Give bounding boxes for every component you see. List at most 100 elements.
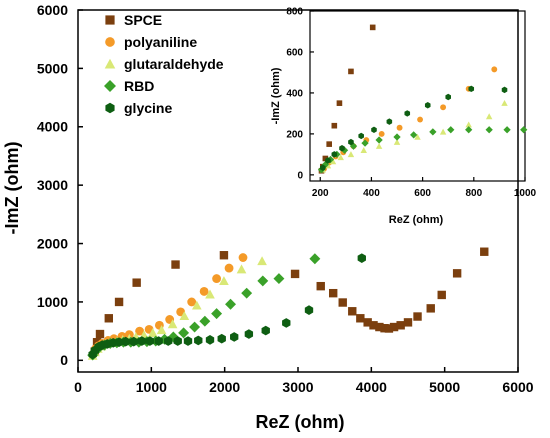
- main-point-spce: [413, 312, 422, 321]
- main-point-rbd: [167, 331, 179, 343]
- inset-point-glycine: [371, 126, 377, 134]
- inset-series-glycine: [320, 85, 508, 171]
- inset-point-polyaniline: [396, 124, 403, 131]
- main-x-tick-label: 0: [74, 379, 82, 395]
- main-point-glycine: [194, 335, 203, 346]
- inset-x-tick-label: 1000: [514, 188, 537, 199]
- main-point-rbd: [257, 275, 269, 287]
- main-point-spce: [329, 288, 338, 298]
- legend-item-spce: SPCE: [105, 12, 162, 28]
- main-point-spce: [403, 318, 413, 327]
- main-point-glycine: [183, 336, 193, 346]
- main-point-spce: [369, 321, 378, 330]
- inset-point-glycine: [320, 164, 326, 171]
- inset-point-polyaniline: [440, 104, 447, 111]
- inset-x-tick-label: 200: [312, 188, 329, 199]
- main-point-glutaraldehyde: [257, 256, 267, 266]
- inset-y-tick-label: 0: [297, 170, 303, 181]
- main-point-spce: [363, 318, 372, 327]
- main-point-spce: [437, 290, 446, 300]
- main-point-spce: [384, 324, 394, 333]
- main-point-rbd: [309, 253, 321, 265]
- legend-marker-glutaraldehyde: [104, 58, 116, 69]
- main-y-tick-label: 4000: [37, 119, 68, 135]
- main-point-glycine: [114, 337, 124, 348]
- main-point-rbd: [273, 273, 285, 285]
- main-point-glycine: [244, 329, 254, 339]
- main-point-spce: [452, 269, 462, 278]
- main-point-glutaraldehyde: [167, 319, 178, 329]
- inset-point-glutaraldehyde: [375, 142, 383, 149]
- inset-point-rbd: [375, 136, 383, 144]
- inset-point-polyaniline: [378, 130, 385, 137]
- legend-item-polyaniline: polyaniline: [105, 34, 197, 50]
- main-x-tick-label: 6000: [502, 379, 533, 395]
- main-point-spce: [356, 314, 365, 323]
- inset-point-polyaniline: [491, 66, 498, 73]
- inset-x-axis-label: ReZ (ohm): [389, 214, 444, 226]
- main-point-glutaraldehyde: [179, 311, 190, 321]
- main-point-glycine: [282, 318, 291, 328]
- inset-point-rbd: [520, 126, 528, 134]
- inset-series-polyaniline: [321, 66, 498, 172]
- legend-marker-spce: [105, 15, 115, 25]
- inset-point-spce: [336, 100, 343, 106]
- main-point-spce: [114, 297, 124, 307]
- main-point-rbd: [178, 327, 190, 339]
- inset-point-glycine: [445, 93, 451, 101]
- main-point-spce: [316, 281, 325, 291]
- main-y-tick-label: 3000: [37, 177, 68, 193]
- inset-y-tick-label: 400: [286, 88, 303, 99]
- main-y-tick-label: 2000: [37, 235, 68, 251]
- inset-point-glycine: [424, 102, 431, 109]
- main-point-spce: [375, 322, 384, 332]
- inset-point-rbd: [447, 126, 455, 134]
- main-point-spce: [95, 329, 105, 339]
- legend-marker-rbd: [104, 80, 116, 92]
- main-point-rbd: [189, 321, 201, 333]
- main-point-spce: [219, 251, 229, 260]
- main-point-glutaraldehyde: [236, 264, 247, 274]
- inset-point-spce: [326, 141, 332, 147]
- legend-item-rbd: RBD: [104, 78, 154, 94]
- main-y-axis-label: -ImZ (ohm): [2, 142, 22, 235]
- main-point-spce: [348, 307, 357, 316]
- main-point-glutaraldehyde: [147, 328, 158, 337]
- main-point-glycine: [357, 253, 366, 263]
- inset-point-glutaraldehyde: [337, 154, 344, 161]
- inset-point-glycine: [358, 132, 364, 140]
- legend-item-glycine: glycine: [105, 100, 172, 116]
- main-point-spce: [338, 298, 347, 307]
- main-point-glutaraldehyde: [156, 325, 167, 335]
- inset-y-tick-label: 800: [286, 7, 303, 18]
- inset-axis-labels: ReZ (ohm) -ImZ (ohm): [270, 67, 444, 226]
- inset-point-rbd: [361, 139, 369, 147]
- main-point-glycine: [217, 333, 226, 344]
- main-y-tick-label: 1000: [37, 294, 68, 310]
- main-point-spce: [171, 260, 180, 269]
- main-y-tick-label: 0: [60, 352, 68, 368]
- main-x-tick-label: 5000: [429, 379, 460, 395]
- inset-point-glutaraldehyde: [439, 128, 447, 135]
- inset-point-rbd: [410, 131, 418, 139]
- legend: SPCE polyaniline glutaraldehyde RBD glycine: [104, 12, 224, 116]
- legend-label-polyaniline: polyaniline: [124, 34, 197, 50]
- main-x-tick-label: 3000: [282, 379, 313, 395]
- main-point-glycine: [304, 305, 314, 315]
- legend-marker-polyaniline: [105, 37, 115, 47]
- inset-series-rbd: [317, 126, 528, 174]
- main-point-rbd: [211, 308, 223, 320]
- inset-point-glycine: [468, 85, 475, 93]
- inset-point-glutaraldehyde: [414, 133, 421, 140]
- inset-point-spce: [348, 68, 354, 75]
- inset-point-glutaraldehyde: [465, 121, 472, 128]
- main-point-glutaraldehyde: [191, 300, 202, 310]
- inset-point-rbd: [465, 126, 473, 134]
- inset-x-tick-label: 800: [465, 188, 482, 199]
- inset-point-rbd: [393, 133, 401, 141]
- inset-point-glutaraldehyde: [393, 138, 401, 145]
- inset-point-glutaraldehyde: [347, 151, 355, 158]
- main-point-glycine: [230, 332, 239, 342]
- inset-plot-frame: [309, 10, 526, 182]
